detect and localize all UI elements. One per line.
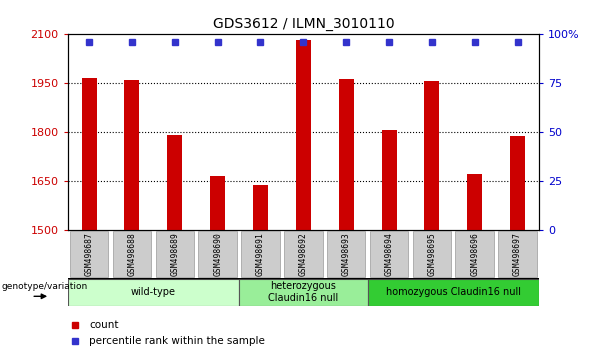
FancyBboxPatch shape bbox=[68, 279, 239, 306]
Bar bbox=[210, 176, 225, 230]
Text: GSM498693: GSM498693 bbox=[342, 232, 350, 276]
Bar bbox=[424, 81, 439, 230]
Text: GSM498691: GSM498691 bbox=[256, 232, 265, 276]
Bar bbox=[82, 78, 97, 230]
Text: GSM498689: GSM498689 bbox=[170, 232, 179, 276]
FancyBboxPatch shape bbox=[455, 230, 494, 278]
FancyBboxPatch shape bbox=[370, 230, 408, 278]
FancyBboxPatch shape bbox=[239, 279, 368, 306]
FancyBboxPatch shape bbox=[498, 230, 537, 278]
Text: GSM498690: GSM498690 bbox=[213, 232, 222, 276]
Text: GSM498697: GSM498697 bbox=[513, 232, 522, 276]
FancyBboxPatch shape bbox=[198, 230, 237, 278]
Title: GDS3612 / ILMN_3010110: GDS3612 / ILMN_3010110 bbox=[213, 17, 394, 31]
FancyBboxPatch shape bbox=[368, 279, 539, 306]
Text: GSM498696: GSM498696 bbox=[470, 232, 479, 276]
Text: genotype/variation: genotype/variation bbox=[1, 282, 88, 291]
Text: heterozygous
Claudin16 null: heterozygous Claudin16 null bbox=[268, 281, 339, 303]
Text: GSM498692: GSM498692 bbox=[299, 232, 308, 276]
Bar bbox=[167, 135, 183, 230]
Text: wild-type: wild-type bbox=[131, 287, 176, 297]
Bar bbox=[510, 136, 525, 230]
Bar bbox=[382, 130, 396, 230]
FancyBboxPatch shape bbox=[155, 230, 194, 278]
Text: percentile rank within the sample: percentile rank within the sample bbox=[89, 336, 265, 346]
Bar bbox=[253, 185, 268, 230]
Text: homozygous Claudin16 null: homozygous Claudin16 null bbox=[386, 287, 521, 297]
Text: GSM498694: GSM498694 bbox=[385, 232, 393, 276]
Text: GSM498687: GSM498687 bbox=[85, 232, 94, 276]
Bar bbox=[296, 40, 311, 230]
Bar bbox=[339, 79, 353, 230]
Text: count: count bbox=[89, 320, 118, 330]
FancyBboxPatch shape bbox=[241, 230, 280, 278]
Bar bbox=[467, 174, 482, 230]
Bar bbox=[124, 80, 140, 230]
FancyBboxPatch shape bbox=[327, 230, 365, 278]
FancyBboxPatch shape bbox=[70, 230, 108, 278]
FancyBboxPatch shape bbox=[284, 230, 323, 278]
Text: GSM498695: GSM498695 bbox=[428, 232, 436, 276]
Text: GSM498688: GSM498688 bbox=[127, 232, 137, 276]
FancyBboxPatch shape bbox=[412, 230, 451, 278]
FancyBboxPatch shape bbox=[112, 230, 151, 278]
